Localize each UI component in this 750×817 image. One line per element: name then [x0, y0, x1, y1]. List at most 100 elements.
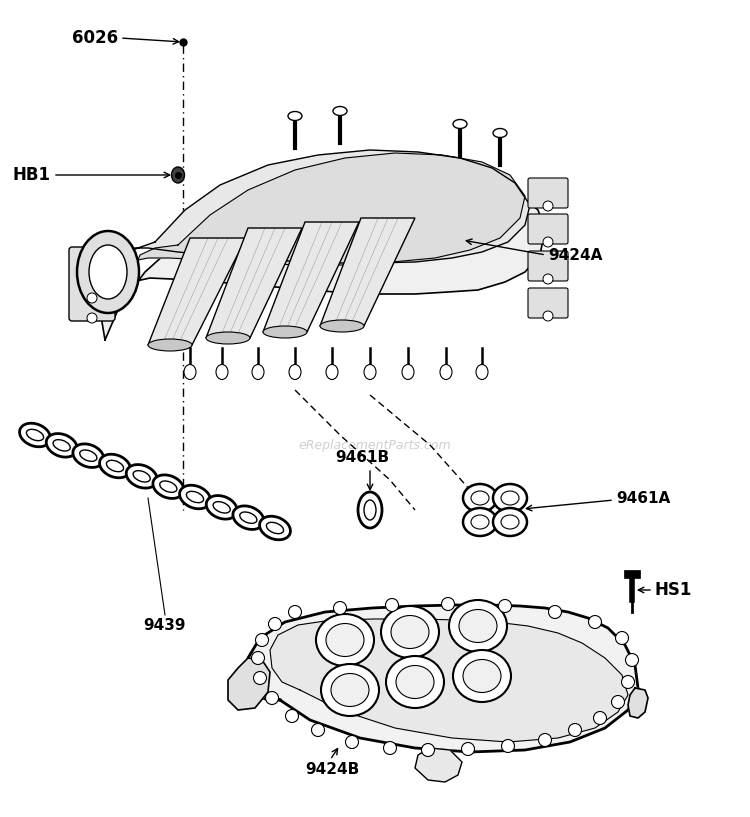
Ellipse shape — [20, 423, 50, 447]
Ellipse shape — [611, 695, 625, 708]
Ellipse shape — [184, 364, 196, 380]
Ellipse shape — [26, 429, 44, 440]
Ellipse shape — [172, 167, 184, 183]
Ellipse shape — [548, 605, 562, 618]
Ellipse shape — [289, 605, 302, 618]
Ellipse shape — [364, 364, 376, 380]
Polygon shape — [248, 605, 638, 752]
Ellipse shape — [381, 606, 439, 658]
Polygon shape — [228, 658, 270, 710]
Bar — [624, 570, 640, 578]
Polygon shape — [270, 619, 628, 742]
Ellipse shape — [383, 742, 397, 755]
Ellipse shape — [622, 676, 634, 689]
Ellipse shape — [256, 633, 268, 646]
Ellipse shape — [179, 485, 211, 509]
Ellipse shape — [160, 481, 177, 493]
Ellipse shape — [453, 650, 511, 702]
Ellipse shape — [449, 600, 507, 652]
Ellipse shape — [87, 293, 97, 303]
Polygon shape — [320, 218, 415, 326]
Ellipse shape — [463, 659, 501, 693]
Polygon shape — [100, 182, 545, 340]
Ellipse shape — [321, 664, 379, 716]
Ellipse shape — [440, 364, 452, 380]
Ellipse shape — [502, 739, 515, 752]
Ellipse shape — [493, 484, 527, 512]
Ellipse shape — [311, 724, 325, 736]
Ellipse shape — [289, 364, 301, 380]
Ellipse shape — [266, 691, 278, 704]
FancyBboxPatch shape — [528, 178, 568, 208]
Polygon shape — [148, 238, 246, 345]
FancyBboxPatch shape — [528, 214, 568, 244]
Text: 6026: 6026 — [72, 29, 118, 47]
Text: 9439: 9439 — [144, 618, 186, 633]
Ellipse shape — [463, 508, 497, 536]
Ellipse shape — [240, 512, 257, 524]
Ellipse shape — [216, 364, 228, 380]
Ellipse shape — [187, 491, 203, 502]
Ellipse shape — [471, 515, 489, 529]
Ellipse shape — [422, 743, 434, 757]
Ellipse shape — [501, 491, 519, 505]
Text: 9424B: 9424B — [305, 762, 359, 777]
FancyBboxPatch shape — [528, 288, 568, 318]
Ellipse shape — [153, 475, 184, 498]
Ellipse shape — [461, 743, 475, 756]
Ellipse shape — [326, 364, 338, 380]
Polygon shape — [628, 688, 648, 718]
Text: eReplacementParts.com: eReplacementParts.com — [298, 439, 452, 452]
Polygon shape — [415, 748, 462, 782]
Polygon shape — [263, 222, 359, 332]
Ellipse shape — [442, 597, 454, 610]
Ellipse shape — [453, 119, 467, 128]
Text: HB1: HB1 — [12, 166, 50, 184]
Ellipse shape — [364, 500, 376, 520]
Ellipse shape — [386, 599, 398, 611]
Ellipse shape — [543, 237, 553, 247]
Ellipse shape — [106, 460, 124, 471]
Ellipse shape — [402, 364, 414, 380]
Ellipse shape — [213, 502, 230, 513]
Ellipse shape — [493, 128, 507, 137]
Text: 9461B: 9461B — [335, 450, 389, 465]
Ellipse shape — [593, 712, 607, 725]
Text: HS1: HS1 — [655, 581, 692, 599]
Ellipse shape — [320, 320, 364, 332]
FancyBboxPatch shape — [69, 247, 115, 321]
Ellipse shape — [148, 339, 192, 351]
Polygon shape — [128, 150, 530, 263]
Polygon shape — [138, 153, 525, 265]
Ellipse shape — [626, 654, 638, 667]
Ellipse shape — [254, 672, 266, 685]
FancyBboxPatch shape — [528, 251, 568, 281]
Ellipse shape — [206, 496, 237, 519]
Ellipse shape — [260, 516, 290, 540]
Ellipse shape — [543, 274, 553, 284]
Polygon shape — [206, 228, 302, 338]
Ellipse shape — [233, 506, 264, 529]
Ellipse shape — [53, 440, 70, 451]
Ellipse shape — [126, 465, 157, 488]
Ellipse shape — [100, 454, 130, 478]
Ellipse shape — [471, 491, 489, 505]
Ellipse shape — [73, 444, 104, 467]
Ellipse shape — [493, 508, 527, 536]
Ellipse shape — [538, 734, 551, 747]
Ellipse shape — [459, 609, 497, 642]
Ellipse shape — [543, 201, 553, 211]
Ellipse shape — [263, 326, 307, 338]
Ellipse shape — [316, 614, 374, 666]
Ellipse shape — [326, 623, 364, 657]
Ellipse shape — [133, 471, 150, 482]
Text: 9424A: 9424A — [548, 248, 602, 262]
Ellipse shape — [386, 656, 444, 708]
Text: 9461A: 9461A — [616, 490, 670, 506]
Ellipse shape — [89, 245, 127, 299]
Ellipse shape — [463, 484, 497, 512]
Ellipse shape — [568, 724, 581, 736]
Ellipse shape — [252, 364, 264, 380]
Ellipse shape — [543, 311, 553, 321]
Ellipse shape — [391, 615, 429, 649]
